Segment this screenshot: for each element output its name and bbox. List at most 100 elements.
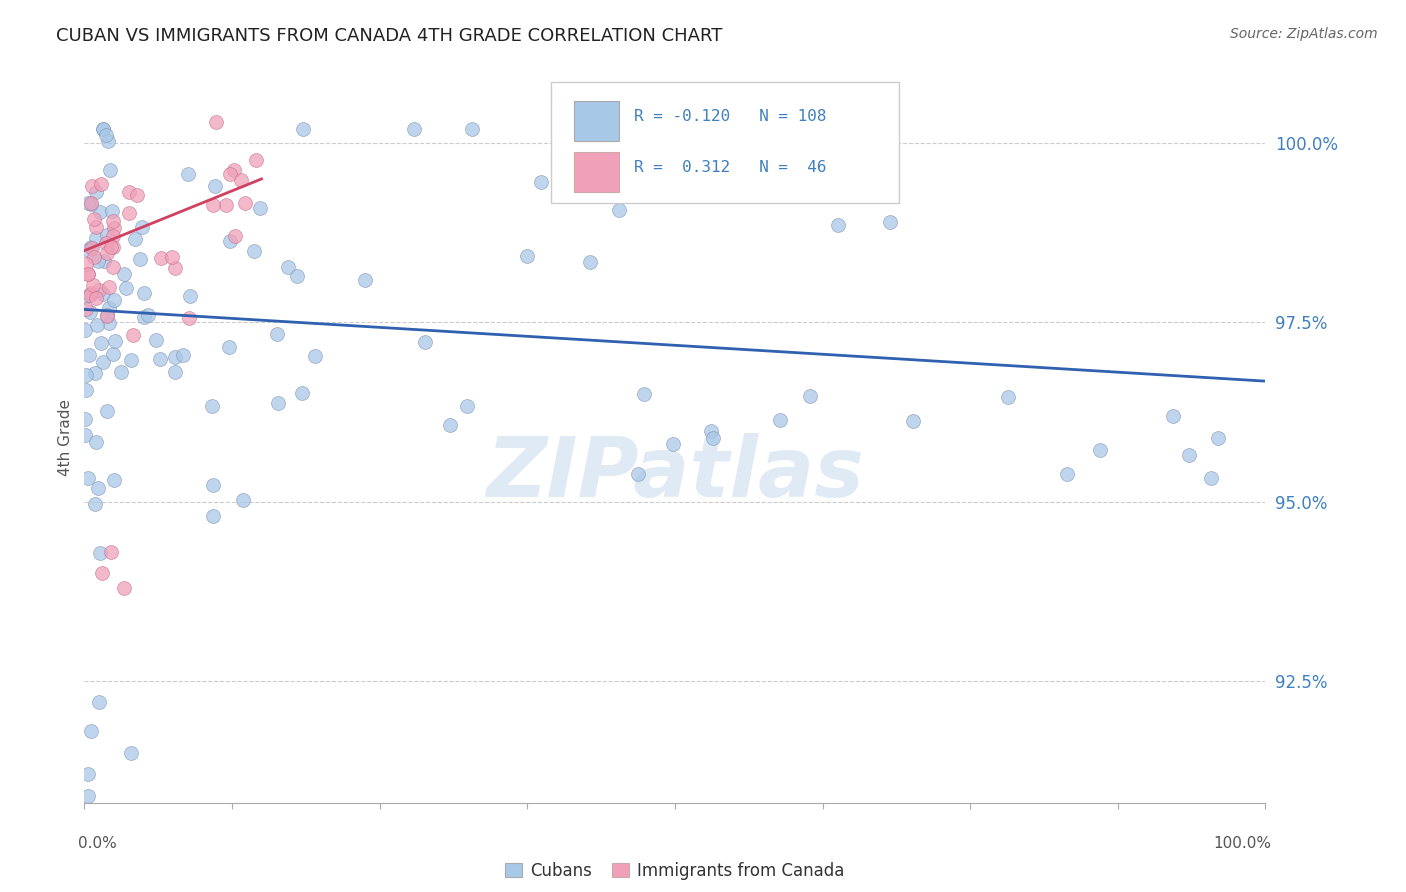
Point [79,304,101,318]
Point [304,349,326,363]
Point [96,128,118,142]
Point [79,240,101,254]
Point [86,318,108,333]
Text: R =  0.312   N =  46: R = 0.312 N = 46 [634,161,827,176]
Point [172,348,194,362]
Point [93,254,115,268]
Point [101,214,124,228]
Point [354,273,377,287]
Point [1056,467,1078,481]
Point [179,311,201,326]
Point [91,355,114,369]
Point [84,497,107,511]
Point [516,249,538,263]
Point [413,334,436,349]
Point [266,326,288,341]
Point [96,134,118,148]
Point [291,385,314,400]
Point [799,389,821,403]
Point [150,251,173,265]
Point [769,413,792,427]
Point [80,240,103,254]
Point [285,269,308,284]
Point [124,232,146,246]
Point [205,114,228,128]
Point [578,255,600,269]
Point [120,352,142,367]
Y-axis label: 4th Grade: 4th Grade [58,399,73,475]
Point [132,310,155,324]
Point [90,335,112,350]
Point [163,261,186,276]
Point [73,290,96,304]
Point [125,187,148,202]
Point [101,229,124,244]
Point [219,167,242,181]
Point [75,383,97,397]
Point [633,387,655,401]
Point [745,154,768,169]
Point [202,478,225,492]
Point [291,121,314,136]
Point [997,390,1019,404]
Point [103,221,125,235]
Point [80,724,103,739]
Point [456,399,478,413]
Point [1199,470,1222,484]
Point [76,243,98,257]
Point [100,239,122,253]
Point [122,328,145,343]
Point [86,231,108,245]
Text: CUBAN VS IMMIGRANTS FROM CANADA 4TH GRADE CORRELATION CHART: CUBAN VS IMMIGRANTS FROM CANADA 4TH GRAD… [56,27,723,45]
Point [439,418,461,433]
Point [136,308,159,322]
Point [77,789,100,803]
Point [86,481,108,495]
FancyBboxPatch shape [575,152,620,192]
Point [87,284,110,298]
Point [120,746,142,760]
Point [98,163,121,178]
Point [90,566,112,581]
Point [77,347,100,361]
Point [224,228,246,243]
Point [97,316,120,330]
Point [77,767,100,781]
Point [461,121,484,136]
Text: Source: ZipAtlas.com: Source: ZipAtlas.com [1230,27,1378,41]
Point [162,250,184,264]
Point [91,121,114,136]
Point [97,280,120,294]
Legend: Cubans, Immigrants from Canada: Cubans, Immigrants from Canada [499,855,851,887]
Point [87,254,110,268]
Point [84,291,107,305]
Point [75,257,97,271]
Point [90,177,112,191]
Point [89,205,111,219]
Point [83,367,105,381]
Point [101,240,124,254]
Point [118,206,141,220]
Point [219,234,242,248]
Point [96,403,118,417]
Point [75,428,97,442]
Point [201,198,224,212]
Point [879,215,901,229]
Point [627,467,650,481]
Point [1178,448,1201,462]
Point [132,285,155,300]
Point [243,244,266,259]
Point [245,153,267,168]
Point [96,228,118,243]
Point [103,473,125,487]
Point [163,365,186,379]
Point [404,121,426,136]
Point [83,250,105,264]
Point [112,267,135,281]
Point [117,186,139,200]
Point [91,287,114,301]
Point [96,308,118,322]
Point [1090,443,1112,458]
Point [114,281,136,295]
Point [77,267,100,281]
